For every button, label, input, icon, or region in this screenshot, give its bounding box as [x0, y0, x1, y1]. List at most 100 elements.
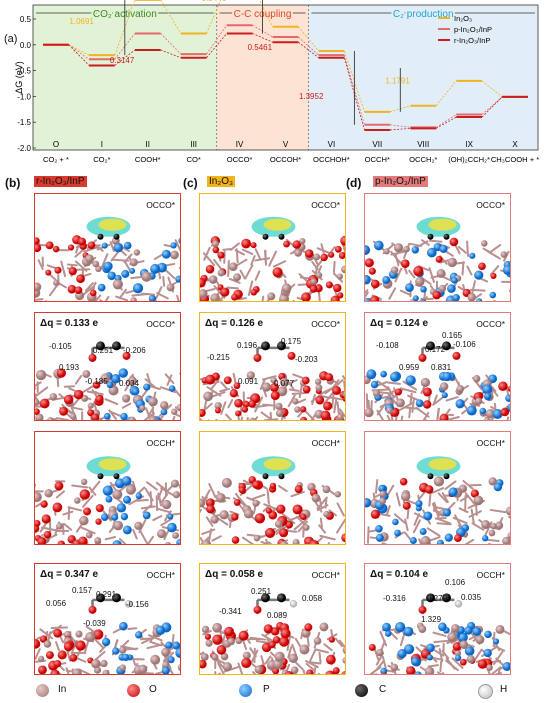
barrier-annotation: 0.3147 [110, 56, 135, 65]
bond [430, 487, 445, 495]
atom [41, 514, 51, 524]
atom [309, 540, 320, 544]
bond [436, 671, 443, 674]
atom [488, 529, 496, 537]
atom [116, 503, 127, 513]
bond [386, 381, 401, 385]
bond [492, 645, 506, 652]
atom [476, 298, 483, 301]
atom [493, 638, 500, 645]
atom [217, 269, 225, 277]
bond [123, 253, 133, 264]
atom [233, 273, 242, 282]
bond [115, 295, 128, 301]
state-numeral: IV [236, 140, 244, 149]
bond [432, 396, 444, 406]
bond [338, 639, 345, 649]
atom [424, 666, 435, 674]
carbon-atom [262, 233, 269, 240]
bond [227, 259, 230, 277]
bond [432, 394, 438, 405]
bond [78, 668, 91, 674]
panel-d-occo-charges: Δq = 0.124 e OCCO* 0.165 -0.108 0.172 -0… [364, 312, 511, 421]
bond [490, 244, 502, 253]
bond [130, 275, 143, 280]
atom [92, 260, 100, 268]
atom [200, 289, 208, 299]
charge-label: 0.196 [237, 341, 258, 350]
bond [55, 417, 70, 420]
bond [222, 247, 233, 251]
atom [269, 482, 277, 490]
atom [454, 534, 462, 542]
bond [408, 269, 416, 279]
atom [101, 242, 108, 249]
species-label: OCCH₂* [409, 155, 437, 164]
bond [506, 416, 510, 420]
energy-connector [298, 41, 319, 59]
atom [332, 386, 341, 395]
atom [412, 295, 419, 301]
atom [35, 519, 41, 527]
atom [107, 271, 117, 281]
charge-label: -0.215 [207, 353, 230, 362]
bond [489, 508, 507, 514]
species-label: CO₂* [93, 155, 110, 164]
atom [415, 500, 423, 508]
bond [247, 280, 254, 297]
atom [148, 415, 158, 420]
atom [439, 244, 448, 253]
atom [44, 489, 53, 498]
atom [128, 376, 137, 386]
bond [406, 509, 410, 520]
atom [214, 402, 222, 410]
atom [142, 511, 151, 520]
bond [461, 261, 465, 276]
charge-transfer-value: Δq = 0.124 e [370, 318, 429, 329]
atom [469, 252, 476, 259]
atom [395, 622, 406, 633]
atom [370, 509, 381, 519]
atom [481, 240, 488, 247]
bond [261, 375, 277, 381]
atom [405, 283, 414, 292]
atom [488, 477, 497, 486]
atom [405, 375, 416, 386]
bond [399, 632, 406, 647]
atom [35, 408, 40, 415]
bond [138, 528, 149, 544]
atom [477, 659, 488, 669]
atom [123, 241, 132, 250]
bond [250, 649, 259, 664]
oxygen-atom [418, 605, 427, 614]
atom [97, 283, 106, 292]
atom [495, 521, 504, 530]
bond [440, 275, 453, 282]
atom [270, 376, 278, 384]
bond [166, 374, 173, 386]
atom [366, 369, 377, 380]
atom [419, 299, 427, 301]
energy-connector [206, 0, 222, 34]
atom [105, 495, 113, 503]
bond [445, 396, 459, 402]
atom [386, 406, 394, 414]
bond [287, 394, 296, 408]
bond [291, 643, 298, 656]
atom [214, 407, 221, 414]
atom [38, 665, 47, 674]
atom [119, 621, 128, 631]
structure-image [35, 456, 180, 544]
bond [376, 409, 385, 420]
bond [136, 499, 149, 502]
atom [91, 413, 100, 420]
energy-connector [160, 33, 182, 55]
atom [122, 394, 131, 403]
bond [267, 541, 273, 544]
bond [217, 672, 221, 674]
bond [375, 673, 378, 674]
bond [315, 648, 329, 654]
bond [399, 387, 417, 394]
bond [246, 416, 249, 420]
bond [143, 412, 155, 420]
